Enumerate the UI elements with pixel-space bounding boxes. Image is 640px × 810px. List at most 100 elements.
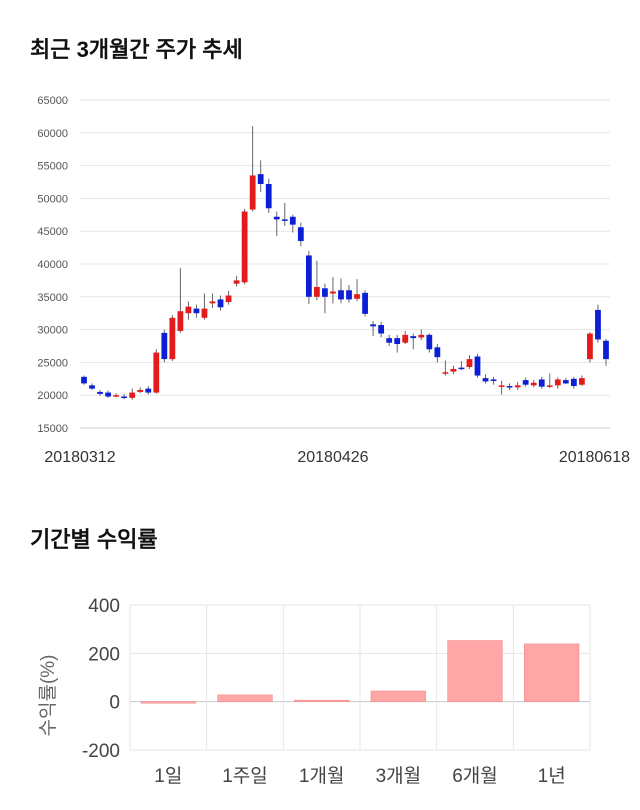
candle-body — [530, 382, 537, 386]
candle-body — [474, 356, 481, 376]
candle-body — [466, 359, 473, 367]
returns-bar — [217, 694, 273, 702]
candle-body — [209, 301, 216, 304]
candle-body — [257, 174, 264, 184]
candle-body — [579, 378, 585, 385]
returns-y-tick-label: 400 — [88, 596, 120, 617]
candle-body — [362, 292, 368, 314]
candle-body — [113, 395, 120, 397]
candle-body — [522, 380, 529, 385]
candle-body — [426, 334, 433, 350]
candle-body — [514, 385, 521, 388]
candle-body — [330, 291, 336, 294]
candle-body — [506, 386, 513, 388]
candle-body — [161, 332, 168, 360]
candle-body — [595, 309, 601, 340]
candlestick-chart: 15000 20000 25000 30000 35000 40000 45000 50000… — [37, 95, 630, 466]
candle-body — [105, 392, 111, 397]
candle-body — [305, 255, 312, 297]
candle-body — [394, 338, 401, 345]
candle-body — [554, 379, 561, 386]
returns-x-tick-label: 3개월 — [376, 765, 422, 787]
candle-body — [281, 219, 288, 221]
candle-body — [338, 290, 344, 300]
candle-body — [314, 286, 320, 297]
candle-body — [153, 352, 160, 393]
candle-body — [490, 379, 497, 381]
candle-body — [297, 227, 304, 242]
returns-bar — [370, 690, 426, 702]
returns-bar — [140, 701, 196, 704]
candle-body — [241, 211, 248, 283]
returns-y-tick-label: 0 — [109, 693, 120, 714]
candle-body — [546, 385, 553, 387]
candle-body — [434, 347, 441, 358]
candle-body — [562, 380, 569, 384]
candle-body — [498, 385, 505, 387]
candle-body — [410, 336, 417, 339]
candle-body — [418, 334, 425, 338]
candle-body — [129, 392, 136, 398]
candle-body — [603, 340, 609, 360]
candle-body — [193, 308, 200, 314]
price-trend-title: 최근 3개월간 주가 추세 — [30, 37, 243, 62]
returns-bar — [294, 699, 350, 703]
candle-body — [378, 325, 385, 334]
price-x-tick-label: 20180618 — [559, 449, 630, 466]
candle-body — [121, 396, 128, 399]
candle-body — [289, 216, 296, 225]
price-y-tick-label: 15000 — [37, 423, 68, 435]
price-y-tick-label: 25000 — [37, 357, 68, 369]
candle-body — [145, 388, 152, 393]
candle-body — [249, 175, 256, 210]
returns-x-tick-label: 6개월 — [452, 765, 498, 787]
candle-body — [89, 385, 95, 389]
candle-body — [442, 372, 449, 374]
price-y-tick-label: 55000 — [37, 161, 68, 173]
returns-x-tick-label: 1일 — [154, 765, 182, 787]
returns-x-tick-label: 1개월 — [299, 765, 345, 787]
returns-title: 기간별 수익률 — [30, 527, 158, 552]
price-y-tick-label: 50000 — [37, 193, 68, 205]
candle-body — [273, 216, 280, 220]
price-x-tick-label: 20180426 — [297, 449, 368, 466]
returns-bar — [447, 640, 503, 702]
price-y-tick-label: 30000 — [37, 325, 68, 337]
price-y-tick-label: 45000 — [37, 226, 68, 238]
candle-body — [201, 308, 208, 318]
returns-x-tick-label: 1년 — [538, 765, 566, 787]
price-y-tick-label: 60000 — [37, 128, 68, 140]
candle-body — [81, 376, 87, 384]
candle-body — [346, 290, 352, 300]
candle-body — [97, 391, 103, 394]
price-y-tick-label: 20000 — [37, 390, 68, 402]
candle-body — [265, 183, 272, 209]
candle-body — [217, 299, 224, 308]
candle-body — [370, 324, 376, 327]
price-y-tick-label: 65000 — [37, 95, 68, 107]
candle-body — [386, 338, 393, 343]
price-y-tick-label: 40000 — [37, 259, 68, 271]
candle-body — [233, 280, 240, 284]
candle-body — [177, 311, 184, 331]
returns-y-axis-label: 수익률(%) — [37, 655, 59, 737]
candle-body — [185, 306, 192, 314]
candle-body — [570, 378, 577, 387]
price-x-tick-label: 20180312 — [44, 449, 115, 466]
candle-body — [225, 295, 232, 303]
candle-body — [458, 367, 465, 370]
candle-body — [354, 294, 360, 299]
candle-body — [322, 288, 328, 297]
candle-body — [137, 389, 144, 392]
returns-y-tick-label: -200 — [82, 741, 120, 762]
returns-bar — [524, 643, 580, 702]
price-y-tick-label: 35000 — [37, 292, 68, 304]
returns-x-tick-label: 1주일 — [222, 765, 268, 787]
candle-body — [482, 378, 489, 382]
returns-y-tick-label: 200 — [88, 644, 120, 665]
candle-body — [169, 317, 176, 360]
candle-body — [450, 368, 457, 372]
candle-body — [538, 379, 545, 387]
candle-body — [587, 333, 593, 360]
